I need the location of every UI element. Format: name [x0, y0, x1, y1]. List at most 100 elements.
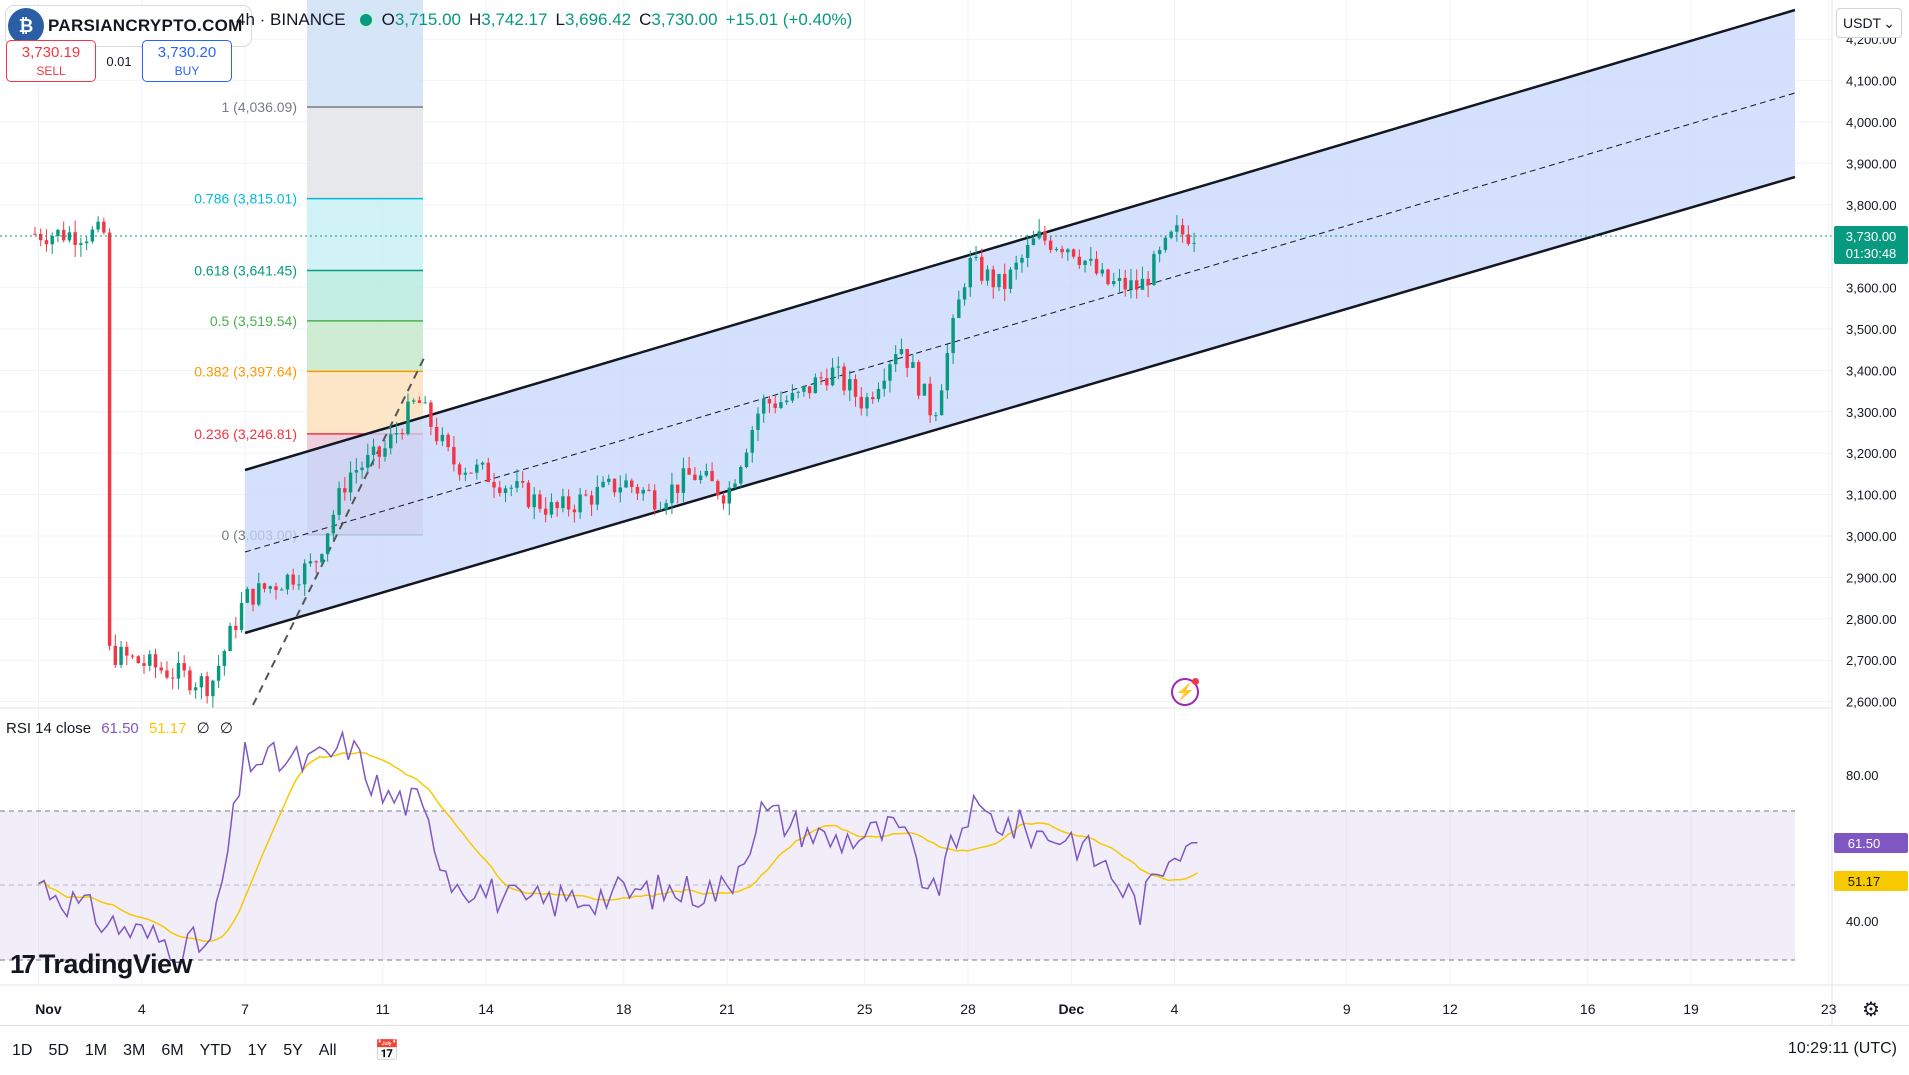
svg-text:51.17: 51.17 [1848, 874, 1881, 889]
candle-body [153, 654, 158, 668]
chart-canvas[interactable]: 1 (4,036.09) 0.786 (3,815.01) 0.618 (3,641… [0, 0, 1909, 1025]
lightning-icon[interactable]: ⚡ [1171, 678, 1199, 706]
candle-body [503, 488, 508, 494]
candle-body [652, 490, 657, 510]
range-5y[interactable]: 5Y [283, 1041, 303, 1059]
price-axis-label: 2,800.00 [1846, 612, 1897, 627]
candle-body [807, 386, 812, 394]
candle-body [842, 366, 846, 391]
candle-body [73, 232, 77, 245]
candle-body [1192, 242, 1196, 244]
price-axis-label: 3,000.00 [1846, 529, 1897, 544]
candle-body [165, 670, 169, 678]
price-axis[interactable]: 4,200.004,100.004,000.003,900.003,800.00… [1846, 32, 1897, 709]
candle-body [383, 448, 387, 457]
channel-upper-line[interactable] [244, 8, 1796, 472]
market-open-icon [359, 14, 372, 26]
candle-body [549, 502, 554, 515]
candlesticks [33, 215, 1196, 709]
candle-body [1129, 280, 1133, 290]
candle-body [836, 366, 841, 368]
candle-body [176, 663, 181, 679]
sell-label: SELL [36, 64, 66, 78]
fib-zone [307, 107, 423, 199]
candle-body [727, 487, 732, 504]
candle-body [630, 480, 634, 487]
range-ytd[interactable]: YTD [199, 1041, 232, 1059]
candle-body [205, 676, 209, 697]
candle-body [1043, 231, 1047, 241]
candle-body [532, 494, 536, 508]
rsi-line [38, 729, 1198, 964]
candle-body [825, 378, 829, 386]
candle-body [595, 486, 600, 505]
candle-body [291, 574, 295, 585]
candle-body [67, 232, 72, 241]
range-1d[interactable]: 1D [12, 1041, 33, 1059]
candle-body [538, 494, 542, 509]
time-axis[interactable]: Nov 4 7 11 14 18 21 25 28 Dec 4 9 12 16 19 23 [35, 1001, 1837, 1017]
buy-button[interactable]: 3,730.20 BUY [142, 40, 232, 82]
range-1y[interactable]: 1Y [247, 1041, 268, 1059]
buy-price: 3,730.20 [157, 44, 217, 61]
candle-body [61, 229, 66, 241]
candle-body [429, 402, 433, 427]
candle-body [934, 415, 938, 417]
close-value: 3,730.00 [651, 10, 718, 29]
channel-lower-line[interactable] [244, 175, 1796, 635]
candle-body [245, 588, 250, 603]
parallel-channel[interactable] [244, 8, 1796, 635]
candle-body [589, 495, 594, 505]
candle-body [268, 586, 272, 589]
candle-body [302, 563, 307, 585]
currency-selector[interactable]: USDT ⌄ [1836, 8, 1902, 38]
time-axis-label: 21 [719, 1001, 735, 1017]
candle-body [911, 362, 915, 368]
candle-body [457, 464, 462, 475]
candle-body [159, 667, 163, 671]
price-axis-label: 3,500.00 [1846, 322, 1897, 337]
candle-body [962, 287, 967, 300]
tradingview-text: TradingView [38, 949, 193, 979]
range-6m[interactable]: 6M [161, 1041, 184, 1059]
sell-price: 3,730.19 [21, 44, 81, 61]
candle-body [469, 472, 473, 474]
channel-fill [245, 10, 1795, 633]
candle-body [308, 561, 313, 564]
candle-body [90, 229, 95, 242]
time-axis-label: 11 [375, 1001, 390, 1017]
rsi-ma-line [38, 751, 1198, 943]
candle-body [228, 625, 232, 652]
tradingview-logo[interactable]: 17 TradingView [10, 949, 192, 980]
sell-button[interactable]: 3,730.19 SELL [6, 40, 96, 82]
spread-value: 0.01 [106, 53, 132, 69]
rsi-legend-extra-2: ∅ [219, 720, 233, 737]
open-value: 3,715.00 [394, 10, 462, 29]
range-3m[interactable]: 3M [123, 1041, 146, 1059]
settings-gear-icon[interactable]: ⚙ [1862, 999, 1880, 1021]
svg-text:61.50: 61.50 [1848, 836, 1881, 851]
candle-body [182, 663, 186, 671]
range-1m[interactable]: 1M [84, 1041, 108, 1059]
time-axis-label: 4 [138, 1001, 146, 1017]
range-all[interactable]: All [318, 1041, 337, 1059]
fib-level-label: 0.5 (3,519.54) [210, 313, 297, 329]
rsi-pane[interactable] [0, 729, 1795, 964]
range-5d[interactable]: 5D [48, 1041, 69, 1059]
fib-trend-line[interactable] [252, 355, 426, 706]
calendar-icon[interactable]: 📅 [374, 1040, 400, 1062]
fib-level-label: 1 (4,036.09) [222, 99, 298, 115]
candle-body [704, 471, 709, 476]
watermark-logo: ₿ PARSIANCRYPTO.COM [6, 6, 251, 46]
candle-body [262, 583, 267, 589]
utc-clock[interactable]: 10:29:11 (UTC) [1787, 1040, 1897, 1057]
candle-body [1163, 237, 1168, 251]
rsi-legend[interactable]: RSI 14 close 61.50 51.17 ∅ ∅ [6, 719, 233, 737]
candle-body [1180, 225, 1185, 235]
candle-body [39, 234, 43, 241]
candle-body [796, 391, 800, 393]
candle-body [113, 645, 118, 665]
candle-body [945, 353, 950, 391]
candle-body [33, 233, 37, 235]
interval-exchange[interactable]: 4h · BINANCE [236, 10, 346, 29]
